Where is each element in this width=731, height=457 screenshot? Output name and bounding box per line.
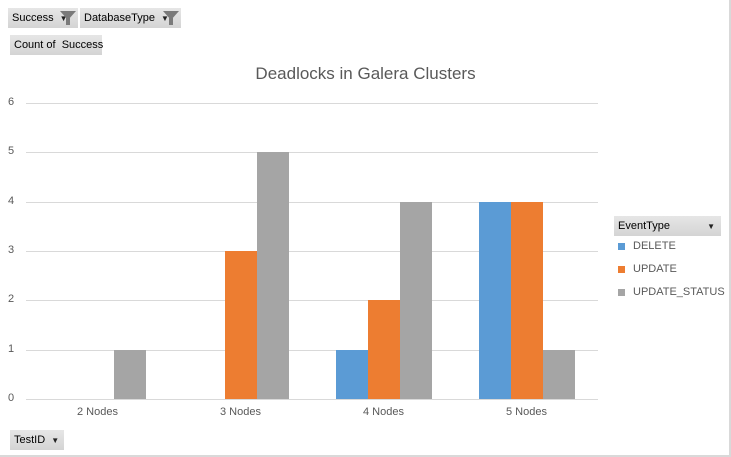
funnel-icon xyxy=(60,11,76,20)
legend-label: UPDATE_STATUS xyxy=(633,286,725,298)
legend-field-button-eventtype[interactable]: EventType ▼ xyxy=(614,216,721,236)
bar-delete[interactable] xyxy=(336,350,368,399)
bar-update[interactable] xyxy=(368,300,400,399)
filter-button-databasetype[interactable]: DatabaseType ▼ xyxy=(80,8,181,28)
x-category-label: 5 Nodes xyxy=(506,406,547,418)
legend-header-label: EventType xyxy=(618,220,670,232)
gridline xyxy=(26,152,598,153)
funnel-icon xyxy=(163,11,179,20)
legend-swatch xyxy=(618,288,625,296)
gridline xyxy=(26,251,598,252)
filter-label: DatabaseType xyxy=(84,12,155,24)
y-tick-label: 4 xyxy=(8,195,15,207)
y-tick-label: 2 xyxy=(8,293,15,305)
bar-update-status[interactable] xyxy=(400,202,432,399)
x-category-label: 4 Nodes xyxy=(363,406,404,418)
x-category-label: 3 Nodes xyxy=(220,406,261,418)
filter-label: Success xyxy=(12,12,54,24)
caret-down-icon: ▼ xyxy=(51,435,60,445)
legend-item-delete: DELETE xyxy=(618,240,676,252)
y-tick-label: 6 xyxy=(8,96,15,108)
gridline xyxy=(26,103,598,104)
funnel-stem xyxy=(169,18,173,25)
legend-label: DELETE xyxy=(633,240,676,252)
filter-button-success[interactable]: Success ▼ xyxy=(8,8,78,28)
legend-swatch xyxy=(618,265,625,273)
bar-update-status[interactable] xyxy=(114,350,146,399)
y-tick-label: 1 xyxy=(8,343,15,355)
gridline xyxy=(26,300,598,301)
y-tick-label: 0 xyxy=(8,392,15,404)
axis-field-button-testid[interactable]: TestID ▼ xyxy=(10,430,64,450)
gridline xyxy=(26,202,598,203)
legend-item-update-status: UPDATE_STATUS xyxy=(618,286,725,298)
gridline xyxy=(26,350,598,351)
x-category-label: 2 Nodes xyxy=(77,406,118,418)
bar-update-status[interactable] xyxy=(257,152,289,399)
y-tick-label: 5 xyxy=(8,145,15,157)
legend-item-update: UPDATE xyxy=(618,263,677,275)
legend-label: UPDATE xyxy=(633,263,677,275)
caret-down-icon: ▼ xyxy=(707,221,715,231)
y-tick-label: 3 xyxy=(8,244,15,256)
chart-title: Deadlocks in Galera Clusters xyxy=(255,64,476,83)
bar-delete[interactable] xyxy=(479,202,511,399)
bar-update[interactable] xyxy=(225,251,257,399)
gridline xyxy=(26,399,598,400)
bar-update-status[interactable] xyxy=(543,350,575,399)
value-field-button[interactable]: Count of Success xyxy=(10,35,104,55)
value-field-label: Count of Success xyxy=(14,39,104,51)
bar-update[interactable] xyxy=(511,202,543,399)
funnel-stem xyxy=(66,18,70,25)
axis-field-label: TestID xyxy=(14,434,46,446)
legend-swatch xyxy=(618,242,625,250)
